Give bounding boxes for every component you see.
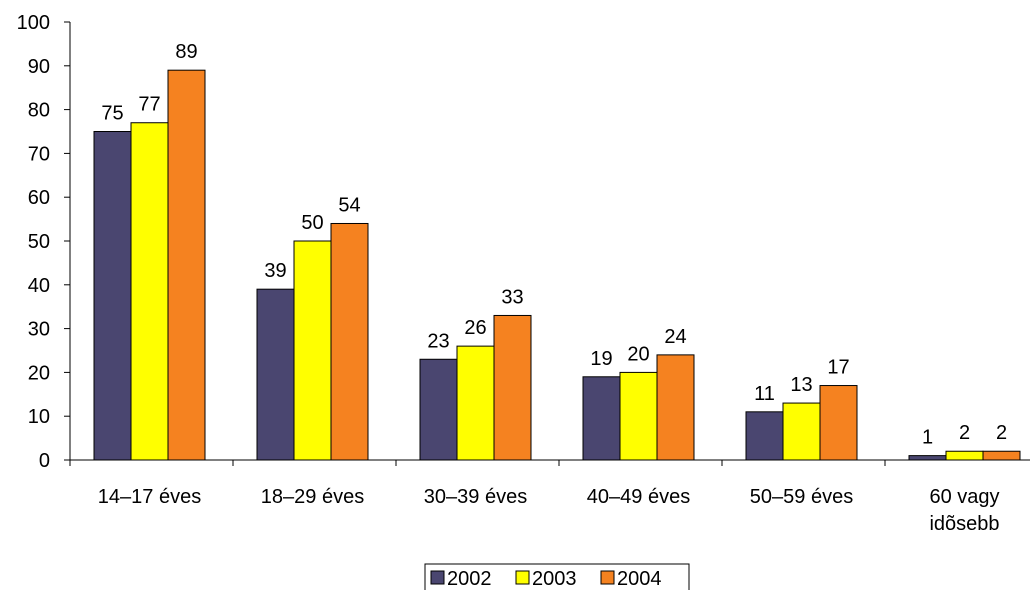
legend-label: 2002: [447, 568, 492, 590]
bar-2002: [745, 411, 784, 461]
legend-box: [424, 563, 690, 590]
bar-2002: [419, 358, 458, 461]
data-label: 39: [264, 260, 286, 282]
y-tick-label: 40: [28, 275, 50, 297]
data-label: 13: [790, 374, 812, 396]
legend-swatch-2002: [430, 570, 445, 585]
legend-label: 2004: [617, 568, 662, 590]
bar-2003: [130, 122, 169, 461]
data-label: 1: [922, 427, 933, 449]
bar-2003: [782, 402, 821, 461]
bar-2003: [293, 240, 332, 461]
x-category-label: 50–59 éves: [750, 486, 853, 508]
y-tick-label: 90: [28, 56, 50, 78]
bar-2003: [619, 371, 658, 461]
x-axis: 14–17 éves 18–29 éves 30–39 éves 40–49 éves…: [64, 459, 1030, 535]
legend-swatch-2004: [600, 570, 615, 585]
bar-2002: [93, 131, 132, 461]
data-label: 2: [996, 422, 1007, 444]
data-label: 75: [101, 103, 123, 125]
data-label: 50: [301, 212, 323, 234]
bar-2004: [656, 354, 695, 461]
data-label: 26: [464, 317, 486, 339]
data-label: 19: [590, 348, 612, 370]
x-category-label: 14–17 éves: [98, 486, 201, 508]
data-label: 77: [138, 94, 160, 116]
bar-2003: [945, 450, 984, 461]
data-label: 33: [501, 286, 523, 308]
data-label: 20: [627, 343, 649, 365]
x-category-label: 30–39 éves: [424, 486, 527, 508]
data-label: 23: [427, 330, 449, 352]
y-tick-label: 50: [28, 231, 50, 253]
data-label: 54: [338, 194, 360, 216]
legend-swatch-2003: [515, 570, 530, 585]
bar-2004: [819, 385, 858, 461]
y-tick-label: 70: [28, 143, 50, 165]
legend: 2002 2003 2004: [424, 563, 690, 590]
y-tick-label: 0: [39, 450, 50, 472]
bar-2004: [167, 69, 206, 461]
y-tick-label: 20: [28, 362, 50, 384]
data-label: 11: [754, 383, 775, 405]
bar-2002: [256, 288, 295, 461]
y-tick-label: 100: [17, 12, 50, 34]
data-label: 17: [827, 357, 849, 379]
data-label: 24: [664, 326, 686, 348]
bars-group: [93, 69, 1021, 461]
y-tick-label: 60: [28, 187, 50, 209]
x-category-label: 40–49 éves: [587, 486, 690, 508]
y-tick-label: 80: [28, 100, 50, 122]
bar-2004: [982, 450, 1021, 461]
data-label: 2: [959, 422, 970, 444]
x-category-label: 60 vagy: [929, 486, 999, 508]
bar-2003: [456, 345, 495, 461]
y-tick-label: 30: [28, 319, 50, 341]
bar-2004: [330, 222, 369, 461]
data-label: 89: [175, 41, 197, 63]
legend-label: 2003: [532, 568, 577, 590]
bar-2002: [908, 455, 947, 461]
x-category-label: idõsebb: [929, 513, 999, 535]
y-tick-label: 10: [28, 406, 50, 428]
bar-2002: [582, 376, 621, 461]
bar-2004: [493, 314, 532, 461]
x-category-label: 18–29 éves: [261, 486, 364, 508]
y-axis: 0 10 20 30 40 50 60 70 80 90 100: [17, 12, 71, 472]
